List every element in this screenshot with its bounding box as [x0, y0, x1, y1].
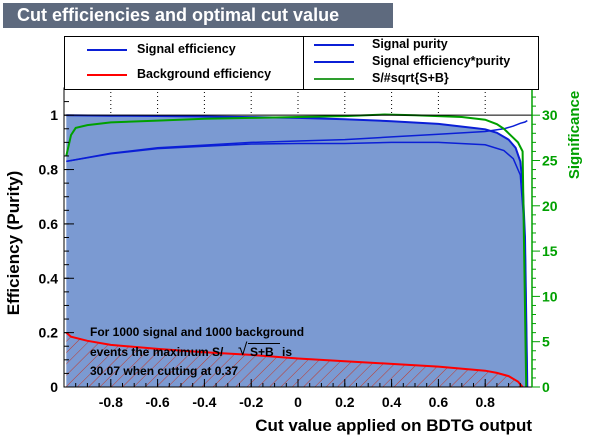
annotation-line-3: 30.07 when cutting at 0.37	[90, 364, 239, 378]
y-tick-label: 0.6	[39, 216, 59, 232]
signal-purity-line	[66, 119, 528, 163]
sqrt-symbol-icon: √	[238, 340, 248, 359]
y-tick-label: 0.2	[39, 325, 59, 341]
y2-tick-label: 10	[542, 288, 558, 304]
legend-swatch-signal-efficiency	[87, 49, 127, 51]
y2-tick-label: 0	[542, 379, 550, 395]
legend-entry-background-efficiency: Background efficiency	[65, 67, 304, 83]
legend-label-significance: S/#sqrt{S+B}	[372, 71, 449, 85]
legend-swatch-signal-efficiency-purity	[314, 61, 354, 63]
legend-entry-signal-purity: Signal purity	[304, 37, 538, 53]
signal-efficiency-line	[66, 114, 529, 387]
legend-entry-significance: S/#sqrt{S+B}	[304, 71, 538, 87]
y-tick-label: 0.4	[39, 270, 59, 286]
legend-label-signal-efficiency: Signal efficiency	[137, 42, 236, 56]
x-tick-label: -0.6	[146, 394, 170, 410]
annotation-line-1: For 1000 signal and 1000 background	[90, 325, 305, 339]
annotation-line-2a: events the maximum S/	[90, 345, 224, 359]
annotation-line-2b: S+B	[250, 345, 274, 359]
legend-label-signal-purity: Signal purity	[372, 37, 448, 51]
x-tick-label: 0	[294, 394, 302, 410]
y2-tick-label: 25	[542, 152, 558, 168]
legend-entry-signal-efficiency: Signal efficiency	[65, 42, 304, 58]
x-tick-label: 0.4	[382, 394, 402, 410]
y-tick-label: 0	[50, 379, 58, 395]
legend-swatch-signal-purity	[314, 44, 354, 46]
legend-label-background-efficiency: Background efficiency	[137, 67, 272, 81]
legend-left: Signal efficiency Background efficiency	[64, 36, 305, 90]
x-tick-label: -0.4	[192, 394, 216, 410]
signal-efficiency-purity-line	[66, 141, 529, 387]
x-axis-label: Cut value applied on BDTG output	[255, 416, 532, 435]
sqrt-overbar	[248, 343, 280, 344]
background-efficiency-area	[66, 332, 523, 387]
signal-efficiency-area	[66, 115, 528, 387]
x-tick-label: -0.8	[99, 394, 123, 410]
background-efficiency-line	[65, 331, 524, 387]
x-tick-label: -0.2	[239, 394, 263, 410]
plot-area	[64, 88, 532, 387]
legend-label-signal-efficiency-purity: Signal efficiency*purity	[372, 54, 511, 68]
y2-tick-label: 30	[542, 107, 558, 123]
y-axis-label: Efficiency (Purity)	[4, 171, 23, 316]
legend-swatch-background-efficiency	[87, 74, 127, 76]
y2-tick-label: 5	[542, 334, 550, 350]
x-tick-label: 0.6	[429, 394, 449, 410]
legend-entry-signal-efficiency-purity: Signal efficiency*purity	[304, 54, 538, 70]
legend-right: Signal purity Signal efficiency*purity S…	[303, 36, 539, 90]
annotation-line-2c: is	[282, 345, 293, 359]
y-tick-label: 0.8	[39, 162, 59, 178]
chart-title-box: Cut efficiencies and optimal cut value	[3, 3, 393, 28]
y-tick-label: 1	[50, 107, 58, 123]
y2-axis-label: Significance	[566, 91, 583, 179]
y2-tick-label: 20	[542, 198, 558, 214]
x-tick-label: 0.8	[475, 394, 495, 410]
y2-tick-label: 15	[542, 243, 558, 259]
legend-swatch-significance	[314, 78, 354, 80]
chart-title: Cut efficiencies and optimal cut value	[17, 5, 340, 25]
x-tick-label: 0.2	[335, 394, 355, 410]
